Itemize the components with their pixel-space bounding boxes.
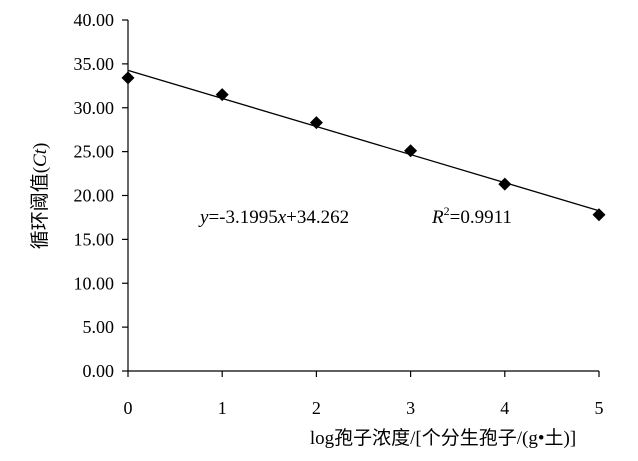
y-axis-title-italic: Ct	[30, 148, 51, 167]
equation-y: y	[198, 207, 209, 228]
data-point	[215, 88, 229, 102]
r-squared-number: =0.9911	[450, 207, 512, 228]
x-axis-ticks: 0 1 2 3 4 5	[124, 371, 604, 418]
data-points	[121, 71, 606, 222]
x-tick-label: 1	[218, 398, 227, 418]
r-squared-r: R	[431, 207, 444, 228]
y-tick-label: 25.00	[74, 142, 115, 162]
x-tick-label: 5	[595, 398, 604, 418]
data-point	[498, 177, 512, 191]
data-point	[404, 144, 418, 158]
equation-x: x	[277, 207, 287, 228]
x-tick-label: 0	[124, 398, 133, 418]
y-tick-label: 15.00	[74, 229, 115, 249]
y-axis-title-main: 循环阈值(	[29, 167, 51, 249]
x-tick-label: 4	[500, 398, 509, 418]
y-tick-label: 5.00	[83, 317, 115, 337]
y-tick-label: 0.00	[83, 361, 115, 381]
equation-slope: =-3.1995	[208, 207, 277, 228]
x-tick-label: 2	[312, 398, 321, 418]
equation-intercept: +34.262	[286, 207, 349, 228]
y-tick-label: 20.00	[74, 186, 115, 206]
data-point	[121, 71, 135, 85]
trendline	[127, 69, 600, 212]
y-axis-ticks: 0.00 5.00 10.00 15.00 20.00 25.00 30.00 35.00 40…	[74, 10, 128, 381]
x-tick-label: 3	[406, 398, 415, 418]
y-axis-title: 循环阈值(Ct)	[29, 143, 51, 250]
y-axis-title-close: )	[30, 143, 51, 149]
regression-equation: y=-3.1995x+34.262	[198, 207, 349, 228]
y-tick-label: 10.00	[74, 273, 115, 293]
data-point	[592, 208, 606, 222]
x-axis-title: log孢子浓度/[个分生孢子/(g•土)]	[310, 427, 576, 449]
y-tick-label: 30.00	[74, 98, 115, 118]
r-squared-exponent: 2	[444, 204, 450, 218]
data-point	[309, 116, 323, 130]
y-tick-label: 35.00	[74, 54, 115, 74]
r-squared-value: R2=0.9911	[431, 204, 512, 228]
y-tick-label: 40.00	[74, 10, 115, 30]
